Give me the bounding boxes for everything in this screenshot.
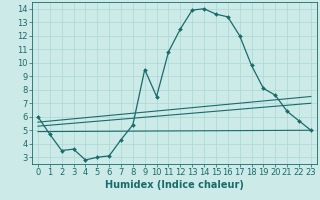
X-axis label: Humidex (Indice chaleur): Humidex (Indice chaleur) (105, 180, 244, 190)
